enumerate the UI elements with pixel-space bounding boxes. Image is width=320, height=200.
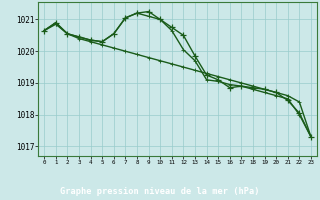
Text: Graphe pression niveau de la mer (hPa): Graphe pression niveau de la mer (hPa)	[60, 187, 260, 196]
